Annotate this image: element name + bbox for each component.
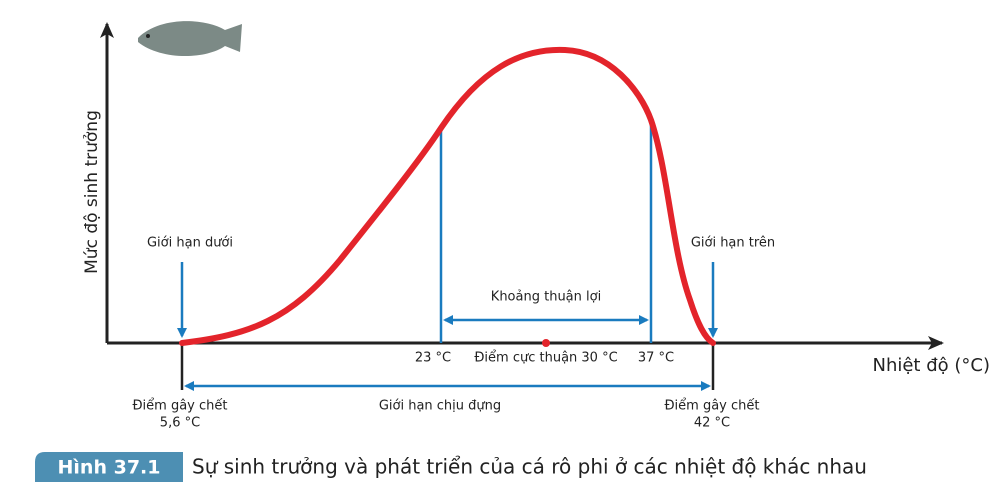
label: 5,6 °C (160, 416, 200, 431)
label: Giới hạn chịu đựng (379, 399, 501, 414)
label: Khoảng thuận lợi (491, 290, 601, 305)
label: 37 °C (638, 351, 674, 366)
label: 23 °C (415, 351, 451, 366)
guides (177, 120, 718, 391)
growth-curve (179, 46, 716, 346)
label: Điểm cực thuận 30 °C (474, 351, 617, 366)
label: Giới hạn trên (691, 236, 775, 251)
label: Điểm gây chết (132, 399, 227, 414)
label: Giới hạn dưới (147, 236, 233, 251)
label: 42 °C (694, 416, 730, 431)
x-axis-label: Nhiệt độ (°C) (872, 355, 990, 376)
caption-badge-text: Hình 37.1 (58, 457, 161, 479)
caption-badge (35, 452, 183, 482)
fish-icon (138, 21, 242, 57)
y-axis-label: Mức độ sinh trưởng (82, 110, 102, 274)
optimum-dot (542, 339, 550, 347)
label: Điểm gây chết (664, 399, 759, 414)
caption-text: Sự sinh trưởng và phát triển của cá rô p… (192, 455, 867, 479)
